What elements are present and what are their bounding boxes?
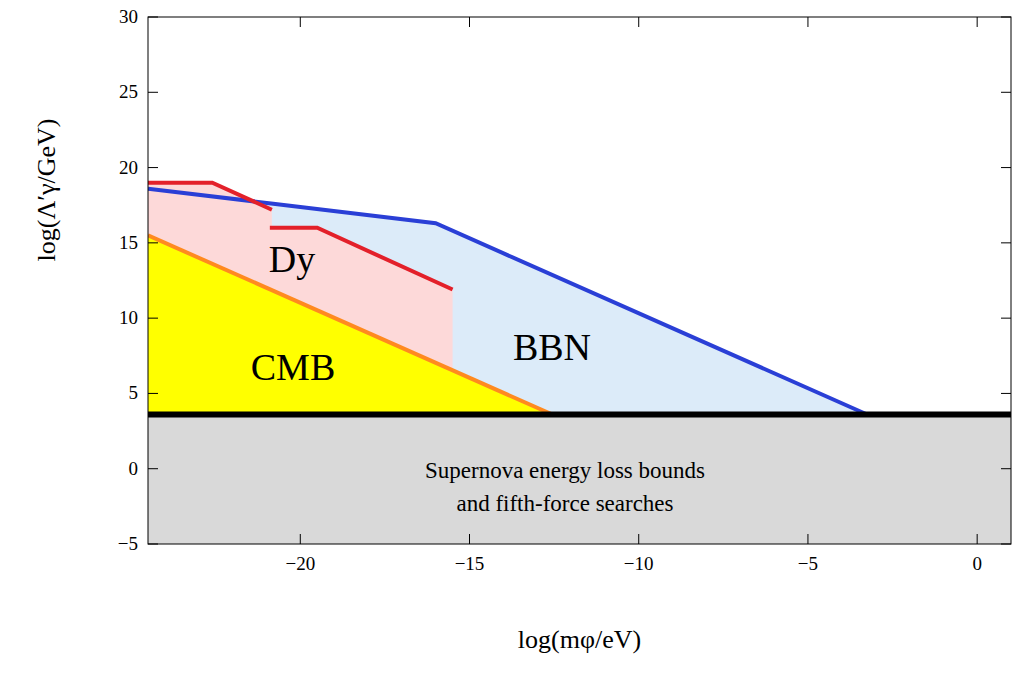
y-tick-right: [1001, 242, 1011, 243]
x-tick-top: [638, 17, 639, 27]
region-area: [148, 415, 1011, 544]
y-tick: [148, 167, 158, 168]
y-tick-label: 15: [119, 232, 138, 253]
y-tick-right: [1001, 92, 1011, 93]
boundary-line: [148, 235, 552, 414]
y-tick: [148, 544, 158, 545]
y-tick-label: 10: [119, 307, 138, 328]
x-tick: [977, 534, 978, 544]
x-tick: [469, 534, 470, 544]
y-tick: [148, 393, 158, 394]
boundary-line: [148, 189, 867, 415]
x-tick: [300, 534, 301, 544]
y-tick: [148, 242, 158, 243]
region-label: BBN: [513, 326, 591, 368]
y-tick-label: 30: [119, 6, 138, 27]
y-tick: [148, 17, 158, 18]
y-tick-right: [1001, 468, 1011, 469]
y-tick-right: [1001, 167, 1011, 168]
x-tick: [638, 534, 639, 544]
y-tick-right: [1001, 17, 1011, 18]
x-tick-label: −5: [798, 553, 818, 574]
x-tick-label: −15: [455, 553, 485, 574]
chart: −20 −15 −10 −5 0 −5 0 5 10 15 20 25 30 log(mφ/eV) log(…: [0, 0, 1013, 679]
annotation: Supernova energy loss bounds: [425, 458, 705, 483]
x-tick-top: [807, 17, 808, 27]
x-tick-label: 0: [972, 553, 982, 574]
plot-area: [148, 183, 1011, 544]
x-tick-top: [300, 17, 301, 27]
region-area: [148, 235, 552, 414]
x-tick-top: [977, 17, 978, 27]
y-tick-right: [1001, 544, 1011, 545]
x-tick-label: −10: [624, 553, 654, 574]
y-tick: [148, 318, 158, 319]
y-tick-label: 0: [129, 458, 139, 479]
y-tick: [148, 468, 158, 469]
x-tick: [807, 534, 808, 544]
y-tick-label: 5: [129, 382, 139, 403]
annotation: and fifth-force searches: [456, 491, 673, 516]
x-axis-label: log(mφ/eV): [518, 625, 641, 654]
y-tick-label: 25: [119, 81, 138, 102]
y-tick-right: [1001, 393, 1011, 394]
y-tick-label: 20: [119, 157, 138, 178]
region-label: Dy: [269, 238, 315, 280]
y-tick-label: −5: [118, 533, 138, 554]
region-label: CMB: [251, 346, 335, 388]
frame: [148, 17, 1011, 544]
y-tick-right: [1001, 318, 1011, 319]
y-axis-label: log(Λ′γ/GeV): [32, 119, 61, 262]
y-tick: [148, 92, 158, 93]
boundary-line: [148, 183, 272, 210]
x-tick-label: −20: [285, 553, 315, 574]
x-tick-top: [469, 17, 470, 27]
boundary-line: [148, 412, 1011, 418]
